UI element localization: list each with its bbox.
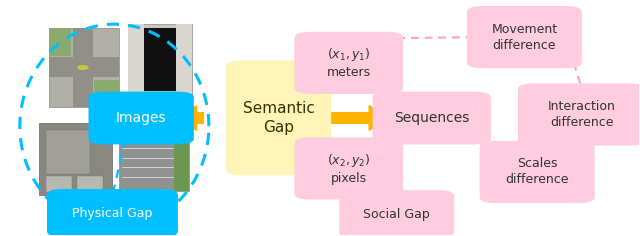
FancyBboxPatch shape: [49, 28, 71, 56]
Text: $(x_1, y_1)$
meters: $(x_1, y_1)$ meters: [326, 46, 371, 79]
Text: Movement
difference: Movement difference: [492, 23, 557, 51]
FancyBboxPatch shape: [173, 122, 189, 191]
FancyBboxPatch shape: [479, 141, 595, 203]
Text: Scales
difference: Scales difference: [506, 157, 569, 186]
FancyBboxPatch shape: [226, 60, 331, 176]
Polygon shape: [177, 106, 196, 130]
FancyBboxPatch shape: [49, 57, 119, 77]
FancyBboxPatch shape: [176, 24, 192, 95]
Text: Sequences: Sequences: [394, 111, 470, 125]
Polygon shape: [369, 106, 388, 130]
FancyBboxPatch shape: [316, 112, 369, 124]
FancyBboxPatch shape: [47, 189, 178, 236]
FancyBboxPatch shape: [145, 28, 176, 91]
FancyBboxPatch shape: [294, 32, 403, 94]
FancyBboxPatch shape: [294, 137, 403, 199]
FancyBboxPatch shape: [159, 112, 204, 124]
Text: Images: Images: [116, 111, 166, 125]
FancyBboxPatch shape: [372, 92, 491, 144]
FancyBboxPatch shape: [46, 176, 72, 192]
FancyBboxPatch shape: [88, 92, 194, 144]
Text: $(x_2, y_2)$
pixels: $(x_2, y_2)$ pixels: [327, 152, 371, 185]
Text: Physical Gap: Physical Gap: [72, 206, 152, 219]
FancyBboxPatch shape: [46, 130, 90, 174]
FancyBboxPatch shape: [49, 28, 119, 107]
FancyBboxPatch shape: [119, 122, 189, 191]
Text: Social Gap: Social Gap: [364, 208, 430, 221]
FancyBboxPatch shape: [94, 80, 119, 107]
Text: Interaction
difference: Interaction difference: [548, 100, 616, 129]
FancyBboxPatch shape: [129, 24, 145, 95]
FancyBboxPatch shape: [129, 24, 192, 95]
FancyBboxPatch shape: [339, 190, 454, 236]
FancyBboxPatch shape: [518, 83, 640, 146]
FancyBboxPatch shape: [77, 176, 103, 192]
FancyBboxPatch shape: [73, 28, 93, 107]
Text: Semantic
Gap: Semantic Gap: [243, 101, 314, 135]
FancyBboxPatch shape: [467, 6, 582, 68]
FancyBboxPatch shape: [39, 123, 113, 195]
Circle shape: [78, 66, 88, 69]
